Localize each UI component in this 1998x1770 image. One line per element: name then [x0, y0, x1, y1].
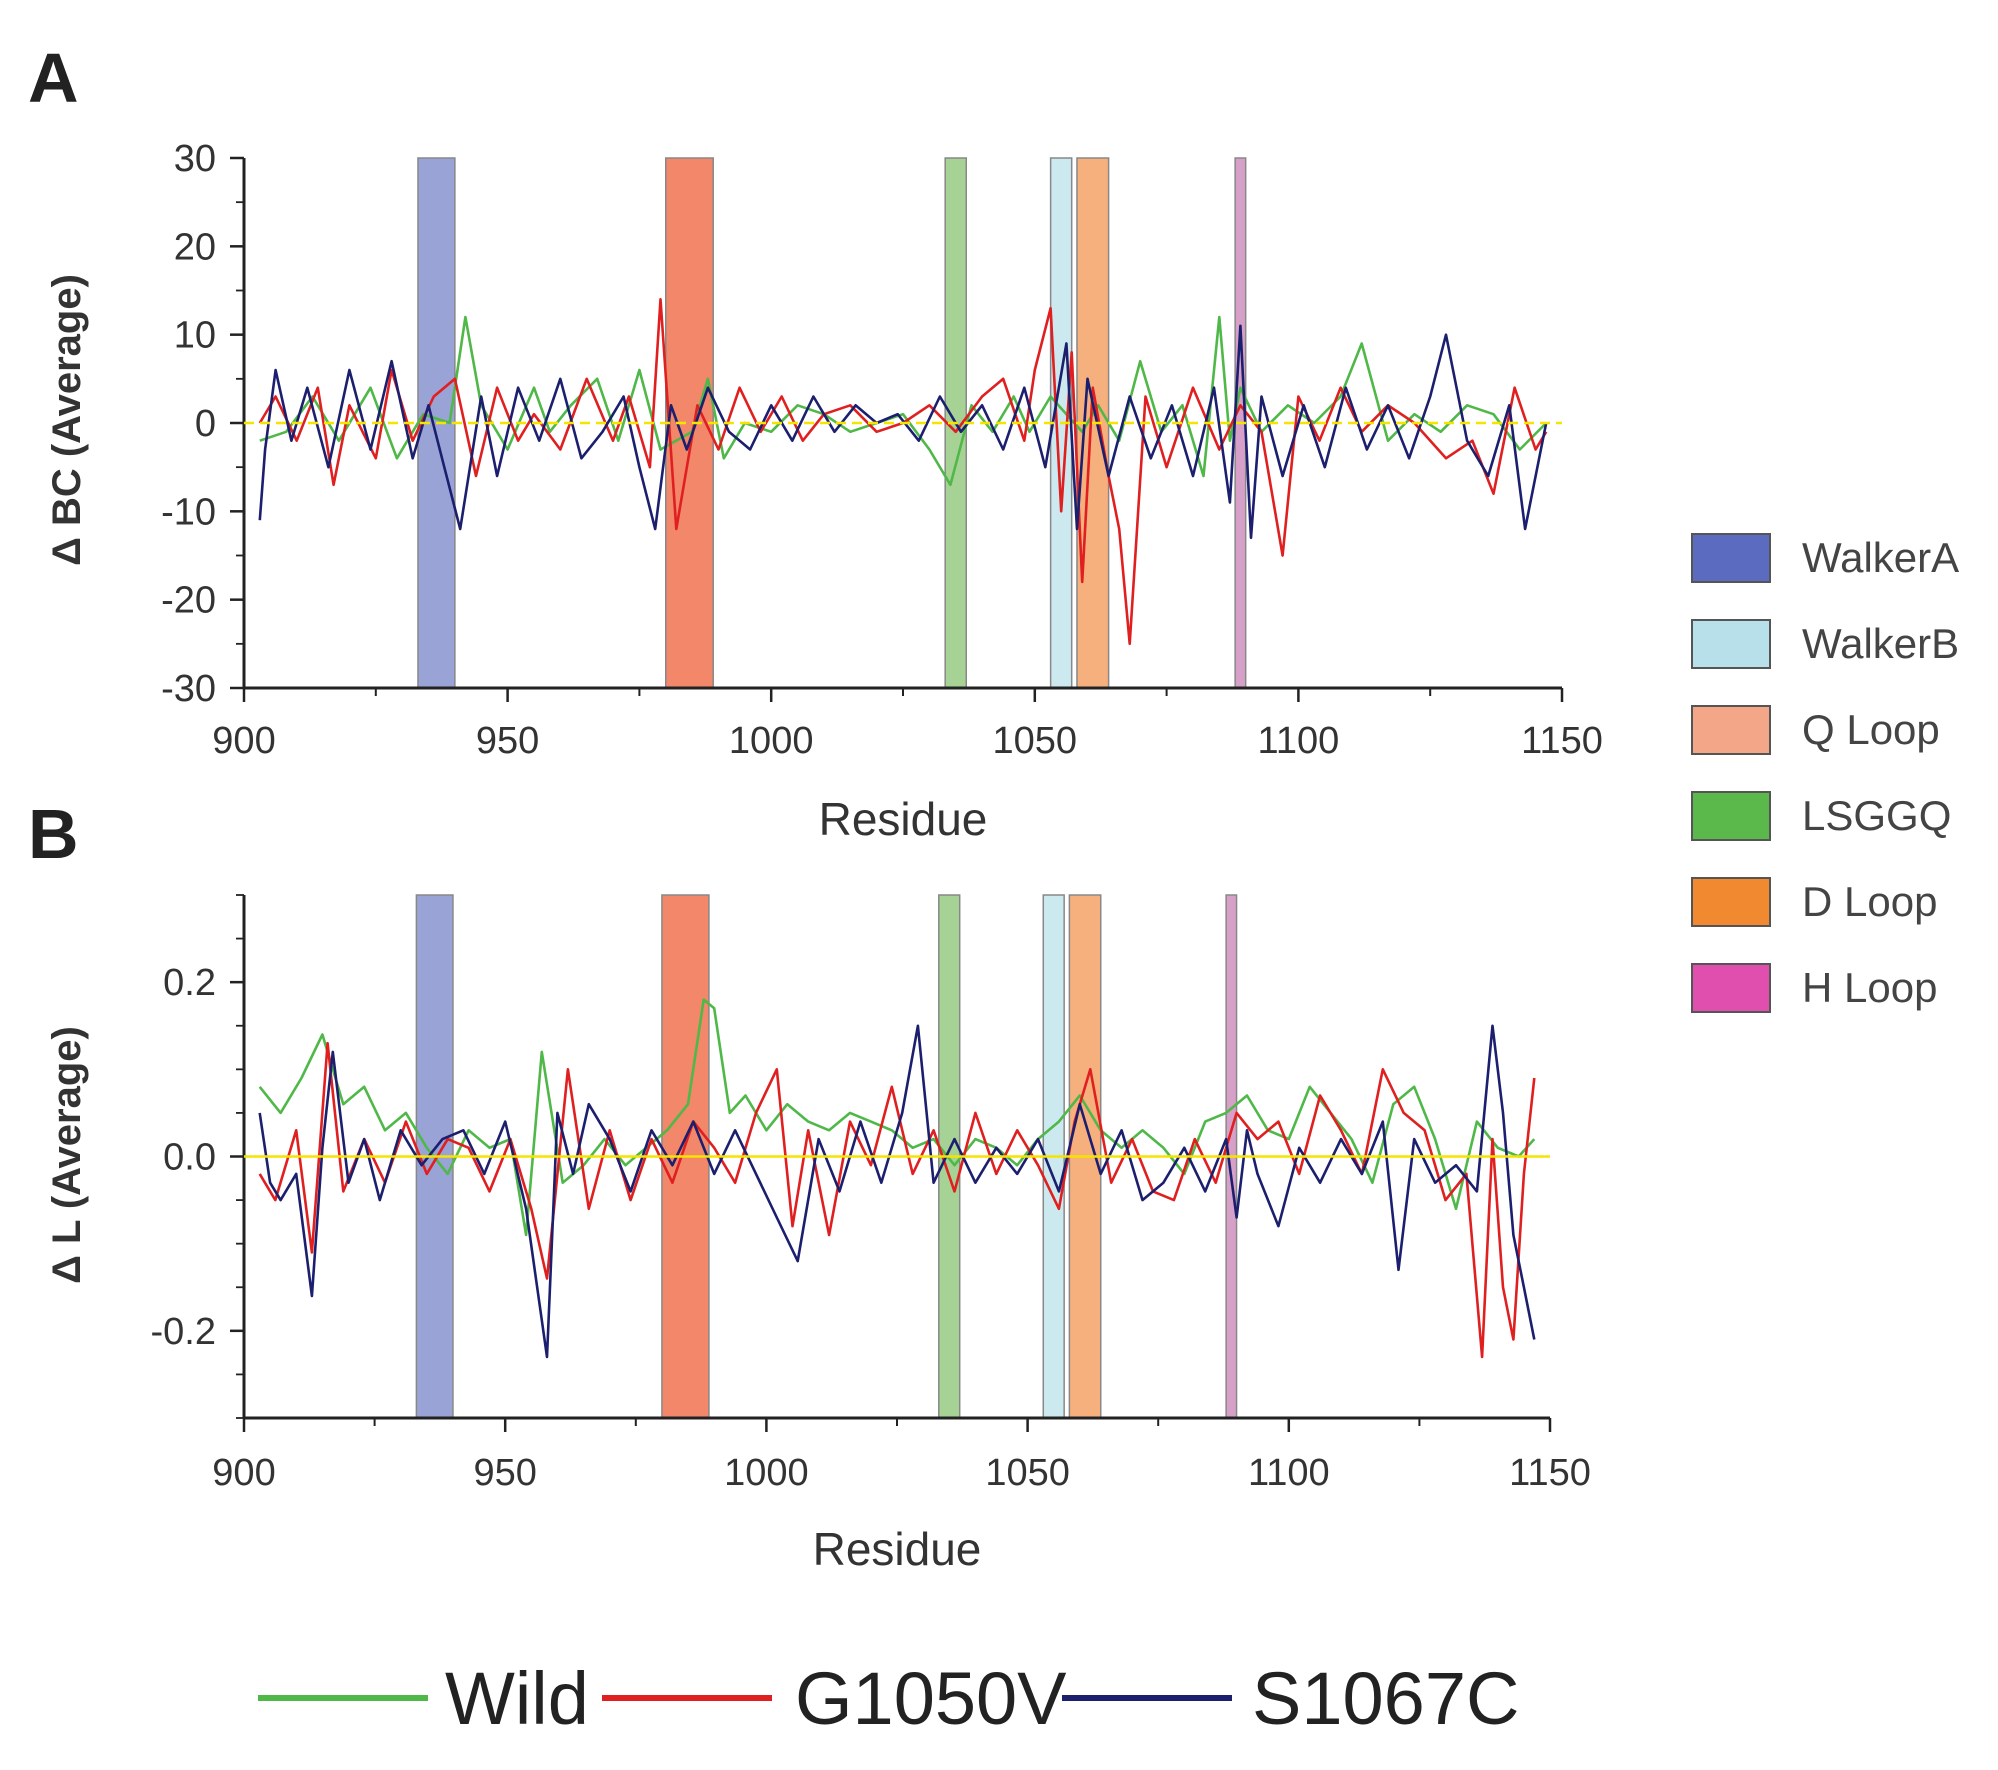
legend-swatch-walkerb [1691, 619, 1771, 669]
x-tick-label-a: 1000 [729, 720, 814, 762]
legend-swatch-h-loop [1691, 963, 1771, 1013]
chart-panel-a: 900 950 1000 1050 1100 1150 -30 -20 -10 0 10 20 30 Re… [45, 138, 1603, 845]
x-tick-label-b: 950 [473, 1452, 536, 1494]
legend-swatch-d-loop [1691, 877, 1771, 927]
legend-label-q-loop: Q Loop [1802, 706, 1940, 753]
y-tick-label-b: 0.0 [163, 1137, 216, 1179]
x-tick-label-b: 1050 [985, 1452, 1070, 1494]
region-legend: WalkerA WalkerB Q Loop LSGGQ D Loop H Loop [1691, 533, 1959, 1013]
y-tick-label-a: -20 [161, 580, 216, 622]
legend-label-walkerb: WalkerB [1802, 620, 1959, 667]
legend-label-g1050v: G1050V [795, 1657, 1067, 1740]
y-axis-title-a: Δ BC (Average) [45, 274, 89, 566]
y-tick-label-a: 0 [195, 403, 216, 445]
y-tick-label-a: -10 [161, 491, 216, 533]
x-tick-label-a: 1100 [1258, 720, 1340, 762]
legend-label-walkera: WalkerA [1802, 534, 1959, 581]
x-tick-label-a: 1150 [1521, 720, 1603, 762]
panel-letter-a: A [28, 39, 79, 117]
legend-swatch-q-loop [1691, 705, 1771, 755]
legend-label-wild: Wild [445, 1657, 589, 1740]
x-tick-label-b: 1000 [724, 1452, 809, 1494]
legend-label-d-loop: D Loop [1802, 878, 1937, 925]
x-tick-label-b: 1100 [1248, 1452, 1330, 1494]
panel-letter-b: B [28, 795, 79, 873]
x-tick-label-b: 1150 [1509, 1452, 1591, 1494]
x-tick-label-a: 900 [212, 720, 275, 762]
legend-label-h-loop: H Loop [1802, 964, 1937, 1011]
y-tick-label-a: -30 [161, 668, 216, 710]
y-axis-title-b: Δ L (Average) [45, 1026, 89, 1284]
y-tick-label-a: 30 [174, 138, 216, 180]
y-tick-label-a: 20 [174, 226, 216, 268]
legend-label-lsggq: LSGGQ [1802, 792, 1951, 839]
series-line-s1067c-a [258, 324, 1548, 540]
legend-swatch-walkera [1691, 533, 1771, 583]
series-line-s1067c-b [258, 1024, 1536, 1359]
legend-swatch-lsggq [1691, 791, 1771, 841]
y-tick-label-a: 10 [174, 315, 216, 357]
y-tick-label-b: -0.2 [151, 1311, 216, 1353]
x-tick-label-a: 1050 [993, 720, 1078, 762]
x-tick-label-b: 900 [212, 1452, 275, 1494]
x-tick-label-a: 950 [476, 720, 539, 762]
y-tick-label-b: 0.2 [163, 962, 216, 1004]
series-legend: Wild G1050V S1067C [258, 1657, 1519, 1740]
x-axis-title-b: Residue [813, 1523, 982, 1575]
chart-panel-b: 900 950 1000 1050 1100 1150 -0.2 0.0 0.2 Residue Δ… [45, 894, 1591, 1575]
legend-label-s1067c: S1067C [1252, 1657, 1519, 1740]
x-axis-title-a: Residue [819, 793, 988, 845]
